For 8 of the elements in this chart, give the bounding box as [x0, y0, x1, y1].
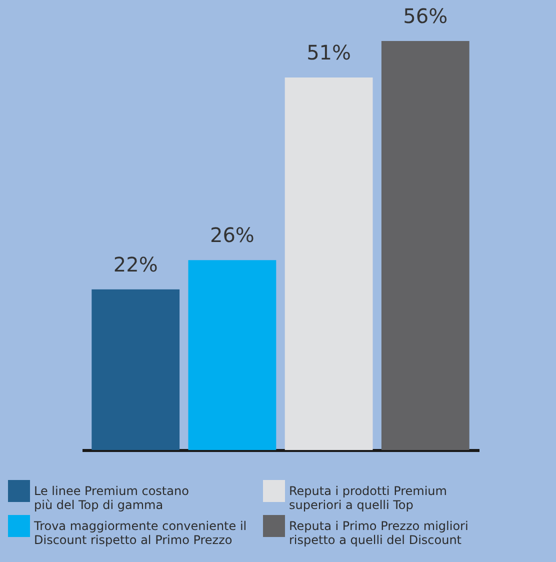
data-label: 51% [306, 40, 352, 65]
legend-label: Trova maggiormente conveniente il Discount rispetto al Primo Prezzo [33, 519, 247, 547]
legend-label: Reputa i Primo Prezzo migliori rispetto a quelli del Discount [289, 519, 468, 547]
legend-label: Reputa i prodotti Premium superiori a quelli Top [289, 484, 447, 512]
data-label: 22% [113, 252, 158, 276]
legend-label: Le linee Premium costano più del Top di gamma [34, 484, 189, 512]
data-label: 56% [403, 4, 448, 28]
data-label: 26% [210, 223, 254, 248]
